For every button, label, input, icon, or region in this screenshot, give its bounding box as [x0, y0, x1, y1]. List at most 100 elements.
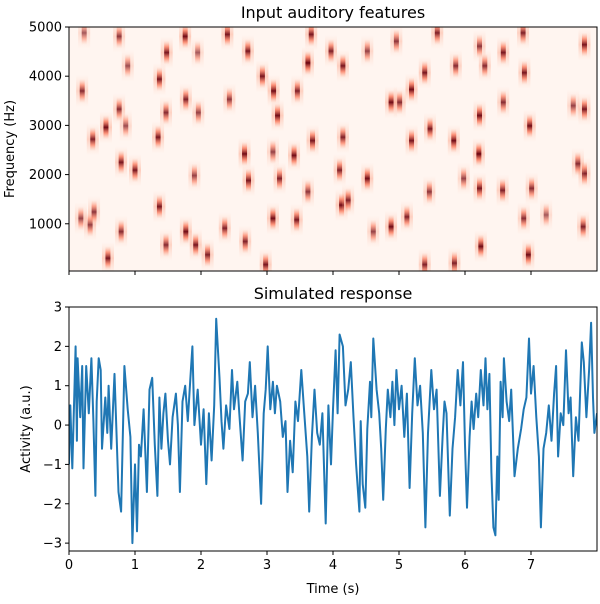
- heatmap-event: [426, 179, 432, 204]
- line-title: Simulated response: [254, 284, 413, 303]
- heatmap-event: [91, 199, 97, 224]
- heatmap-event: [340, 53, 346, 78]
- heatmap-event: [581, 32, 587, 57]
- heatmap-event: [270, 206, 276, 231]
- heatmap-event: [580, 214, 586, 239]
- heatmap-event: [308, 27, 314, 47]
- heatmap-event: [453, 53, 459, 78]
- heatmap-ytick-label: 4000: [29, 70, 62, 85]
- heatmap-event: [482, 53, 488, 78]
- heatmap-event: [409, 128, 415, 153]
- heatmap-event: [339, 193, 345, 218]
- line-xtick-label: 1: [131, 558, 139, 573]
- heatmap-event: [370, 219, 376, 244]
- heatmap-event: [79, 78, 85, 103]
- heatmap-event: [259, 64, 265, 89]
- heatmap-event: [575, 151, 581, 176]
- heatmap-event: [543, 202, 549, 227]
- line-xlabel: Time (s): [306, 582, 360, 597]
- heatmap-ytick-label: 5000: [29, 21, 62, 36]
- heatmap-event: [388, 214, 394, 239]
- heatmap-event: [90, 127, 96, 152]
- heatmap-event: [364, 166, 370, 191]
- heatmap-event: [224, 27, 230, 47]
- heatmap-event: [581, 161, 587, 186]
- heatmap-event: [434, 27, 440, 45]
- heatmap-event: [337, 158, 343, 183]
- line-ytick-label: −2: [43, 497, 62, 512]
- heatmap-event: [294, 78, 300, 103]
- heatmap-event: [116, 27, 122, 49]
- line-ticks: 0 1 2 3 4 5 6 7 −3 −2 −1 0 1 2 3: [43, 301, 535, 574]
- heatmap-event: [364, 39, 370, 64]
- heatmap-event: [451, 251, 457, 271]
- heatmap-event: [164, 40, 170, 65]
- heatmap-event: [103, 115, 109, 140]
- heatmap-event: [525, 242, 531, 267]
- heatmap-event: [393, 29, 399, 54]
- heatmap-event: [521, 60, 527, 85]
- heatmap-event: [245, 39, 251, 64]
- line-axes: Simulated response 0 1 2 3 4 5 6 7 −3 −2 −1 0 1 2 3 Ti…: [19, 284, 598, 597]
- heatmap-ytick-label: 1000: [29, 217, 62, 232]
- heatmap-event: [529, 176, 535, 201]
- heatmap-event: [461, 166, 467, 191]
- line-xtick-label: 6: [461, 558, 469, 573]
- heatmap-event: [182, 27, 188, 49]
- heatmap-event: [521, 206, 527, 231]
- heatmap-event: [500, 178, 506, 203]
- line-ytick-label: −3: [43, 537, 62, 552]
- heatmap-event: [156, 194, 162, 219]
- heatmap-event: [397, 90, 403, 115]
- heatmap-ytick-label: 2000: [29, 168, 62, 183]
- heatmap-event: [345, 188, 351, 213]
- line-xtick-label: 4: [329, 558, 337, 573]
- heatmap-event: [527, 113, 533, 138]
- heatmap-event: [132, 158, 138, 183]
- heatmap-events: [74, 27, 591, 271]
- heatmap-event: [156, 67, 162, 92]
- heatmap-event: [118, 150, 124, 175]
- heatmap-event: [155, 125, 161, 150]
- heatmap-title: Input auditory features: [241, 3, 425, 22]
- heatmap-event: [183, 87, 189, 112]
- heatmap-event: [226, 87, 232, 112]
- heatmap-ylabel: Frequency (Hz): [3, 100, 18, 198]
- heatmap-event: [409, 77, 415, 102]
- line-ytick-label: 3: [54, 301, 62, 316]
- heatmap-event: [476, 141, 482, 166]
- heatmap-axes: Input auditory features 1000 2000 3000 4000…: [3, 3, 598, 275]
- heatmap-event: [478, 234, 484, 259]
- line-xtick-label: 7: [527, 558, 535, 573]
- heatmap-ticks: 1000 2000 3000 4000 5000: [29, 21, 532, 275]
- heatmap-event: [271, 78, 277, 103]
- heatmap-event: [500, 90, 506, 115]
- heatmap-event: [81, 27, 87, 45]
- line-xtick-label: 0: [65, 558, 73, 573]
- heatmap-event: [183, 219, 189, 244]
- heatmap-event: [270, 139, 276, 164]
- line-ylabel: Activity (a.u.): [19, 385, 34, 472]
- heatmap-event: [570, 93, 576, 118]
- heatmap-event: [118, 219, 124, 244]
- response-line: [69, 317, 597, 545]
- heatmap-event: [222, 216, 228, 241]
- heatmap-event: [195, 100, 201, 125]
- line-ytick-label: 1: [54, 379, 62, 394]
- heatmap-event: [477, 103, 483, 128]
- line-ytick-label: 2: [54, 340, 62, 355]
- heatmap-event: [477, 34, 483, 59]
- heatmap-event: [193, 232, 199, 257]
- heatmap-event: [242, 141, 248, 166]
- heatmap-event: [294, 207, 300, 232]
- line-xtick-label: 2: [197, 558, 205, 573]
- heatmap-ytick-label: 3000: [29, 119, 62, 134]
- heatmap-event: [427, 116, 433, 141]
- heatmap-event: [305, 50, 311, 75]
- heatmap-event: [191, 163, 197, 188]
- heatmap-event: [581, 97, 587, 122]
- heatmap-event: [328, 39, 334, 64]
- heatmap-event: [246, 168, 252, 193]
- heatmap-event: [520, 27, 526, 45]
